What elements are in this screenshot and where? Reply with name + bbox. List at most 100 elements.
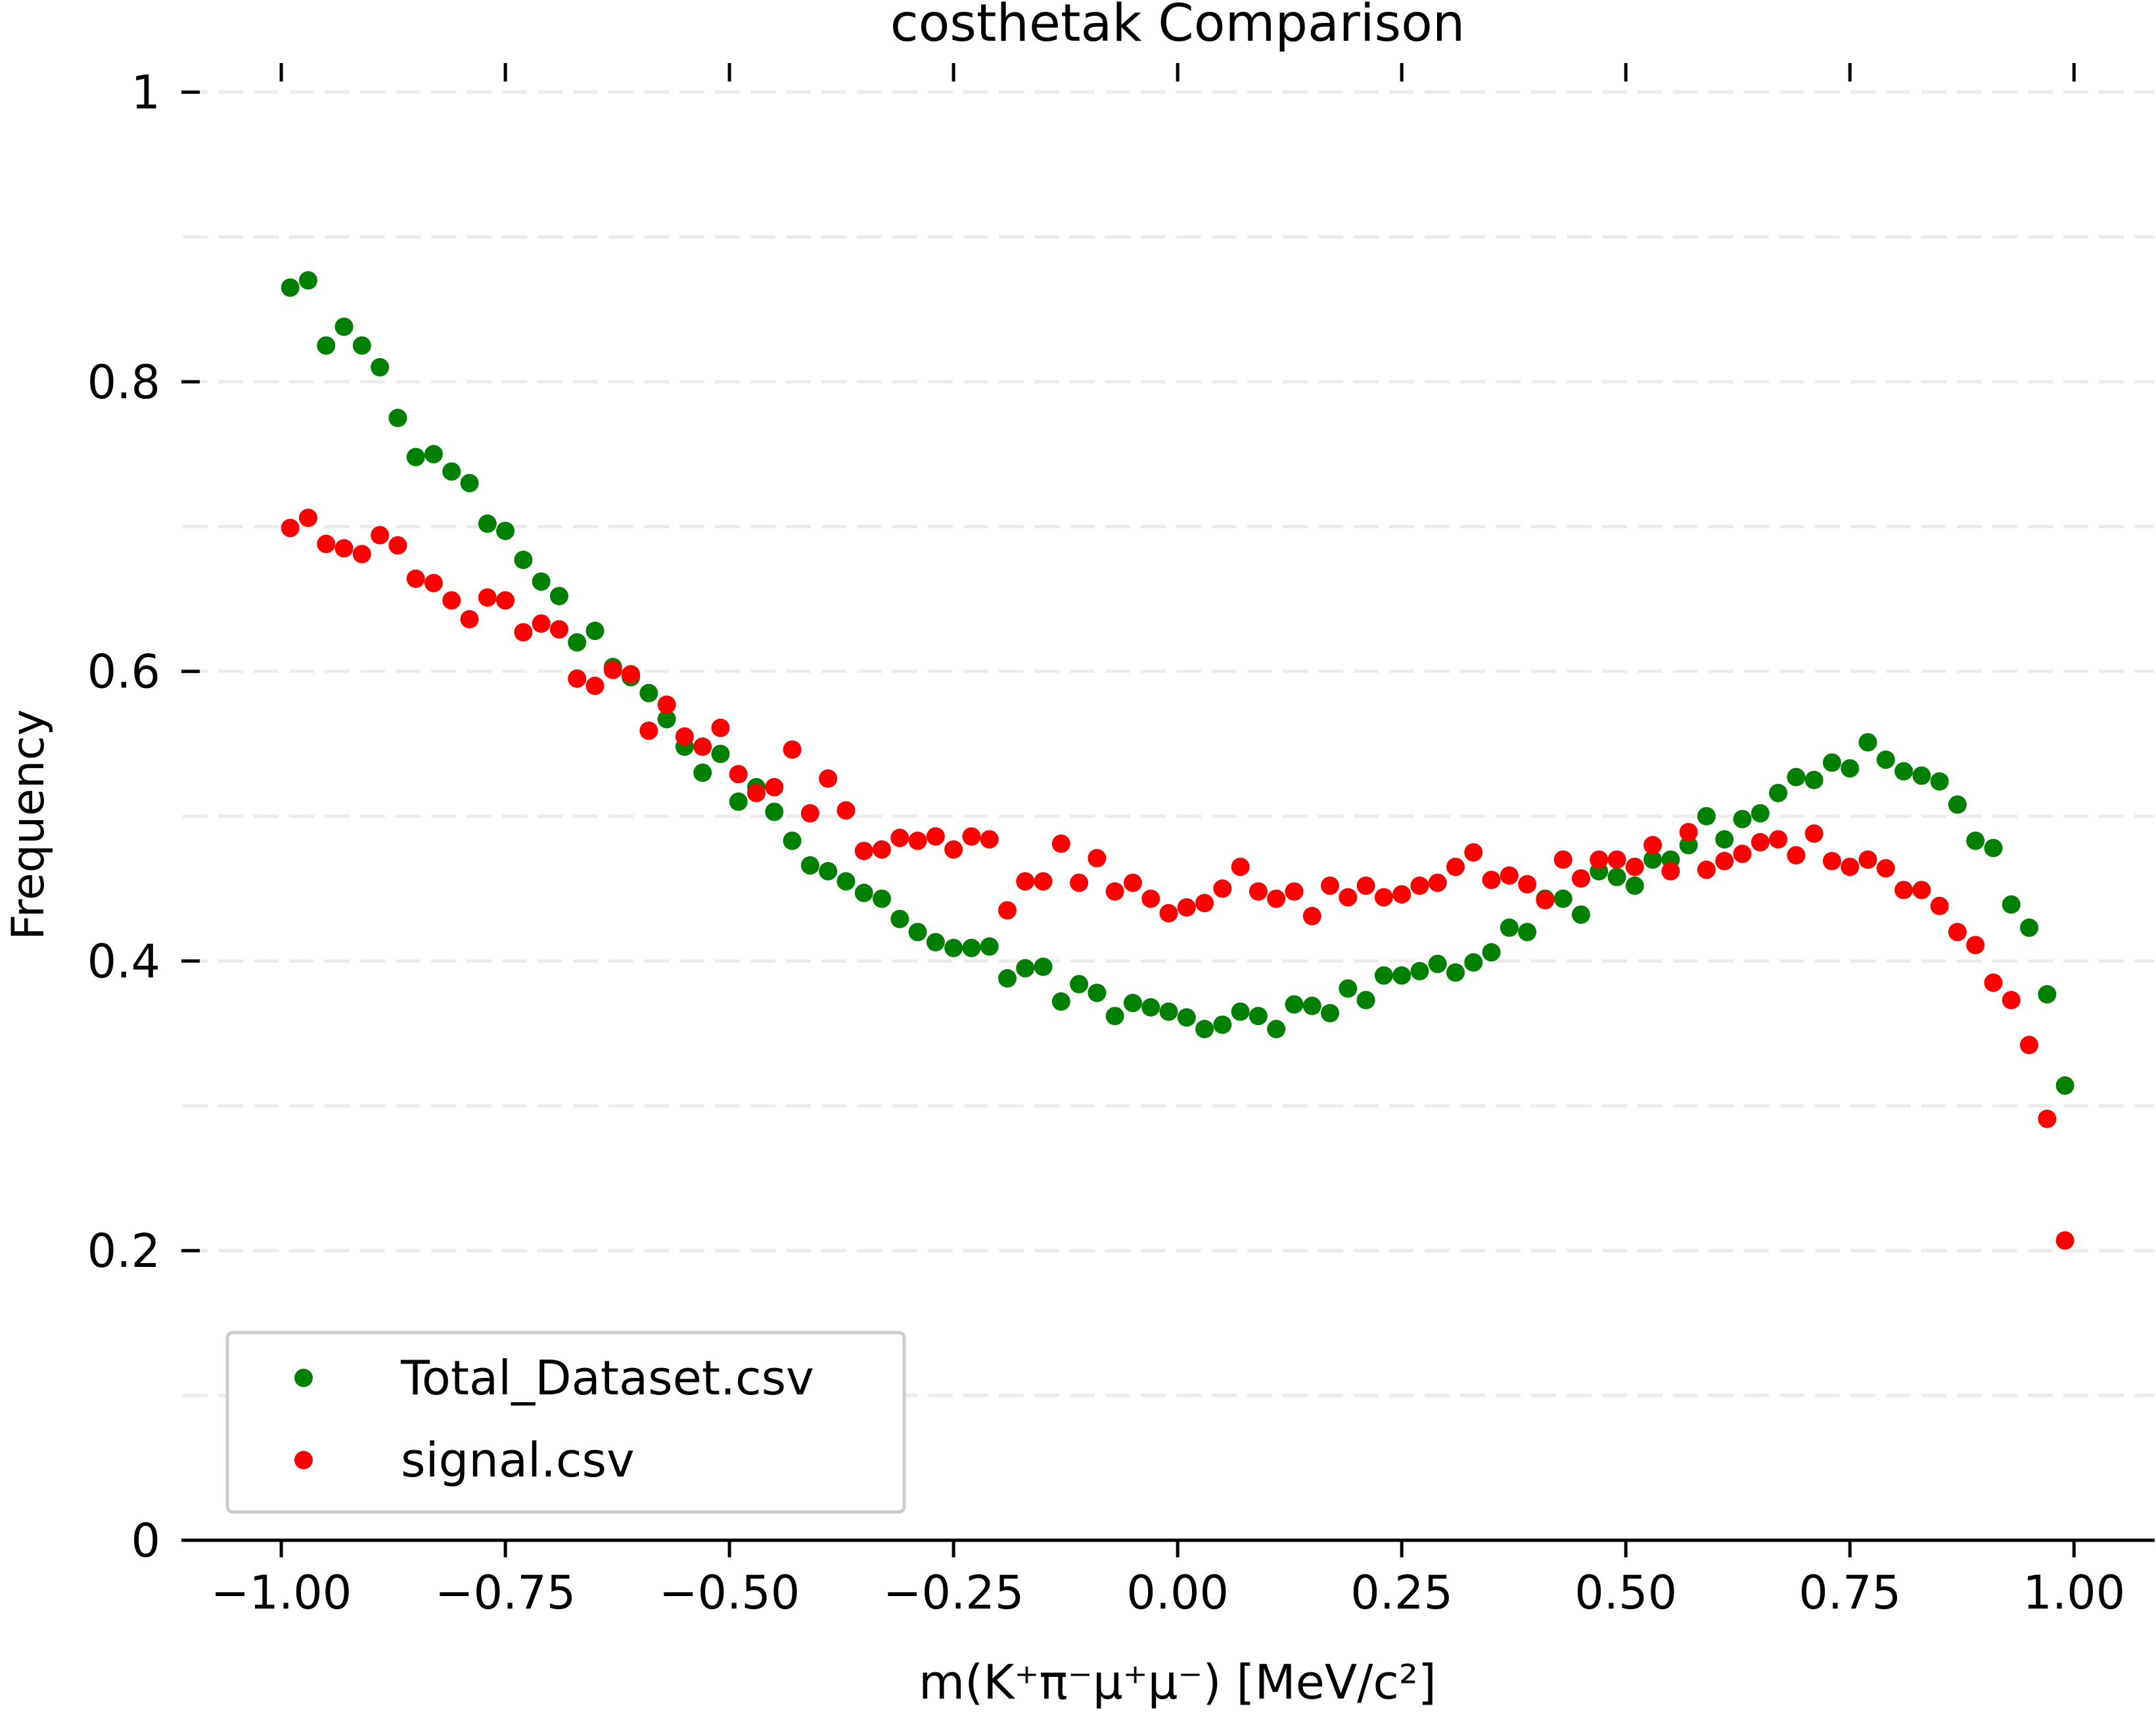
data-point bbox=[1374, 888, 1393, 907]
data-point bbox=[549, 620, 568, 639]
data-point bbox=[1841, 858, 1860, 877]
data-point bbox=[1858, 733, 1877, 752]
data-point bbox=[460, 610, 479, 629]
data-point bbox=[568, 669, 587, 688]
data-point bbox=[1267, 1020, 1286, 1039]
data-point bbox=[568, 633, 587, 652]
data-point bbox=[765, 778, 784, 797]
data-point bbox=[2002, 990, 2021, 1009]
data-point bbox=[944, 840, 963, 859]
legend-label-total-dataset: Total_Dataset.csv bbox=[400, 1350, 814, 1406]
data-point bbox=[1034, 872, 1053, 891]
data-point bbox=[1697, 807, 1716, 826]
data-point bbox=[1661, 861, 1680, 881]
data-point bbox=[2038, 1109, 2057, 1128]
chart-title: costhetak Comparison bbox=[890, 0, 1465, 53]
x-tick-label: −0.75 bbox=[435, 1566, 576, 1620]
data-point bbox=[622, 665, 641, 684]
data-point bbox=[298, 509, 317, 528]
data-point bbox=[711, 718, 730, 737]
data-point bbox=[1697, 860, 1716, 879]
x-tick-label: −0.25 bbox=[883, 1566, 1024, 1620]
data-point bbox=[1159, 904, 1178, 923]
data-point bbox=[2020, 1036, 2039, 1055]
data-point bbox=[442, 462, 461, 481]
data-point bbox=[352, 545, 371, 564]
data-point bbox=[1464, 843, 1483, 862]
data-point bbox=[1930, 896, 1949, 915]
data-point bbox=[926, 932, 945, 951]
data-point bbox=[1930, 772, 1949, 791]
data-point bbox=[1553, 850, 1572, 869]
data-point bbox=[1536, 890, 1555, 909]
data-point bbox=[693, 763, 712, 782]
data-point bbox=[1733, 810, 1752, 829]
data-point bbox=[1356, 876, 1375, 895]
data-point bbox=[1804, 824, 1823, 843]
data-point bbox=[1590, 850, 1609, 869]
x-tick-label: 0.50 bbox=[1574, 1566, 1677, 1620]
legend-marker-total-dataset bbox=[294, 1369, 313, 1387]
data-point bbox=[729, 765, 748, 784]
data-point bbox=[854, 883, 873, 902]
data-point bbox=[1339, 888, 1358, 907]
data-point bbox=[1410, 876, 1429, 895]
data-point bbox=[962, 938, 981, 957]
data-point bbox=[1105, 1007, 1124, 1026]
data-point bbox=[1787, 846, 1806, 865]
data-point bbox=[1571, 905, 1590, 924]
data-point bbox=[1500, 866, 1519, 885]
legend-frame bbox=[225, 1331, 906, 1514]
data-point bbox=[1123, 994, 1142, 1013]
data-point bbox=[424, 445, 443, 464]
data-point bbox=[1894, 881, 1914, 900]
data-point bbox=[1016, 959, 1035, 978]
series-signal bbox=[281, 509, 2075, 1250]
data-point bbox=[496, 521, 515, 540]
data-point bbox=[388, 536, 407, 555]
data-point bbox=[603, 660, 622, 679]
data-point bbox=[819, 769, 838, 788]
data-point bbox=[1912, 766, 1931, 785]
data-point bbox=[2055, 1231, 2075, 1250]
data-point bbox=[1339, 979, 1358, 998]
data-point bbox=[890, 909, 909, 928]
x-tick-label: 0.25 bbox=[1350, 1566, 1453, 1620]
data-point bbox=[1733, 844, 1752, 863]
data-point bbox=[1123, 873, 1142, 892]
data-point bbox=[944, 938, 963, 957]
data-point bbox=[585, 622, 605, 641]
data-point bbox=[1141, 997, 1160, 1017]
data-point bbox=[693, 737, 712, 756]
data-point bbox=[765, 802, 784, 821]
data-point bbox=[1410, 961, 1429, 980]
data-point bbox=[872, 889, 891, 908]
data-point bbox=[1715, 830, 1734, 849]
data-point bbox=[1051, 992, 1070, 1011]
y-tick-label: 0.4 bbox=[87, 934, 160, 988]
data-point bbox=[388, 409, 407, 428]
data-point bbox=[800, 856, 819, 875]
data-point bbox=[1948, 923, 1967, 942]
data-point bbox=[1518, 923, 1537, 942]
data-point bbox=[317, 534, 336, 553]
data-point bbox=[514, 623, 533, 642]
y-tick-label: 0.2 bbox=[87, 1224, 160, 1278]
data-point bbox=[1482, 943, 1501, 962]
data-point bbox=[1302, 907, 1321, 926]
data-point bbox=[1051, 834, 1070, 853]
data-point bbox=[442, 591, 461, 610]
data-point bbox=[854, 841, 873, 860]
data-point bbox=[532, 572, 551, 591]
x-tick-label: 1.00 bbox=[2023, 1566, 2125, 1620]
data-point bbox=[317, 336, 336, 355]
data-point bbox=[1267, 889, 1286, 908]
data-point bbox=[1482, 871, 1501, 890]
data-point bbox=[1876, 750, 1895, 769]
data-point bbox=[783, 831, 802, 850]
data-point bbox=[1428, 873, 1447, 892]
data-point bbox=[1679, 836, 1698, 855]
data-series bbox=[281, 271, 2075, 1250]
data-point bbox=[1392, 966, 1411, 985]
data-point bbox=[1249, 882, 1268, 901]
